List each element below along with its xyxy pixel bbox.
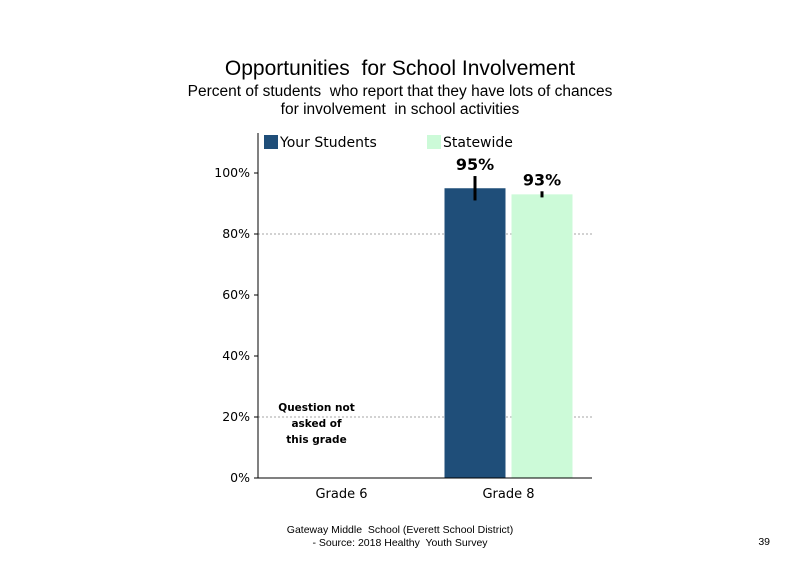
axes: 0% 20% 40% 60% 80% 100% <box>214 133 592 485</box>
annotation-text: asked of <box>291 418 342 430</box>
y-tick-label: 0% <box>230 470 250 485</box>
bars <box>444 176 573 478</box>
labels: Grade 6 Grade 8 95% 93% Question not asked of… <box>278 155 561 502</box>
x-category-label: Grade 8 <box>482 487 534 502</box>
y-tick-label: 40% <box>222 348 250 363</box>
x-category-label: Grade 6 <box>315 487 367 502</box>
footer-source: Gateway Middle School (Everett School Di… <box>200 524 600 550</box>
chart-title: Opportunities for School Involvement <box>224 57 576 80</box>
legend: Your Students Statewide <box>264 135 513 151</box>
subtitle-line-2: for involvement in school activities <box>280 101 520 118</box>
chart-subtitle: Percent of students who report that they… <box>100 83 700 119</box>
bar <box>444 188 506 478</box>
legend-swatch <box>264 135 278 149</box>
y-tick-label: 80% <box>222 226 250 241</box>
data-label: 93% <box>523 170 561 189</box>
bar <box>511 194 573 478</box>
annotation-text: Question not <box>278 402 354 414</box>
page-number: 39 <box>758 536 770 548</box>
y-tick-label: 100% <box>214 165 250 180</box>
y-tick-label: 20% <box>222 409 250 424</box>
annotation-text: this grade <box>286 434 346 446</box>
subtitle-line-1: Percent of students who report that they… <box>187 83 613 100</box>
legend-label: Statewide <box>443 135 513 151</box>
legend-label: Your Students <box>279 135 377 151</box>
data-label: 95% <box>456 155 494 174</box>
legend-swatch <box>427 135 441 149</box>
footer-line-1: Gateway Middle School (Everett School Di… <box>286 524 514 536</box>
y-tick-label: 60% <box>222 287 250 302</box>
footer-line-2: - Source: 2018 Healthy Youth Survey <box>312 537 488 549</box>
